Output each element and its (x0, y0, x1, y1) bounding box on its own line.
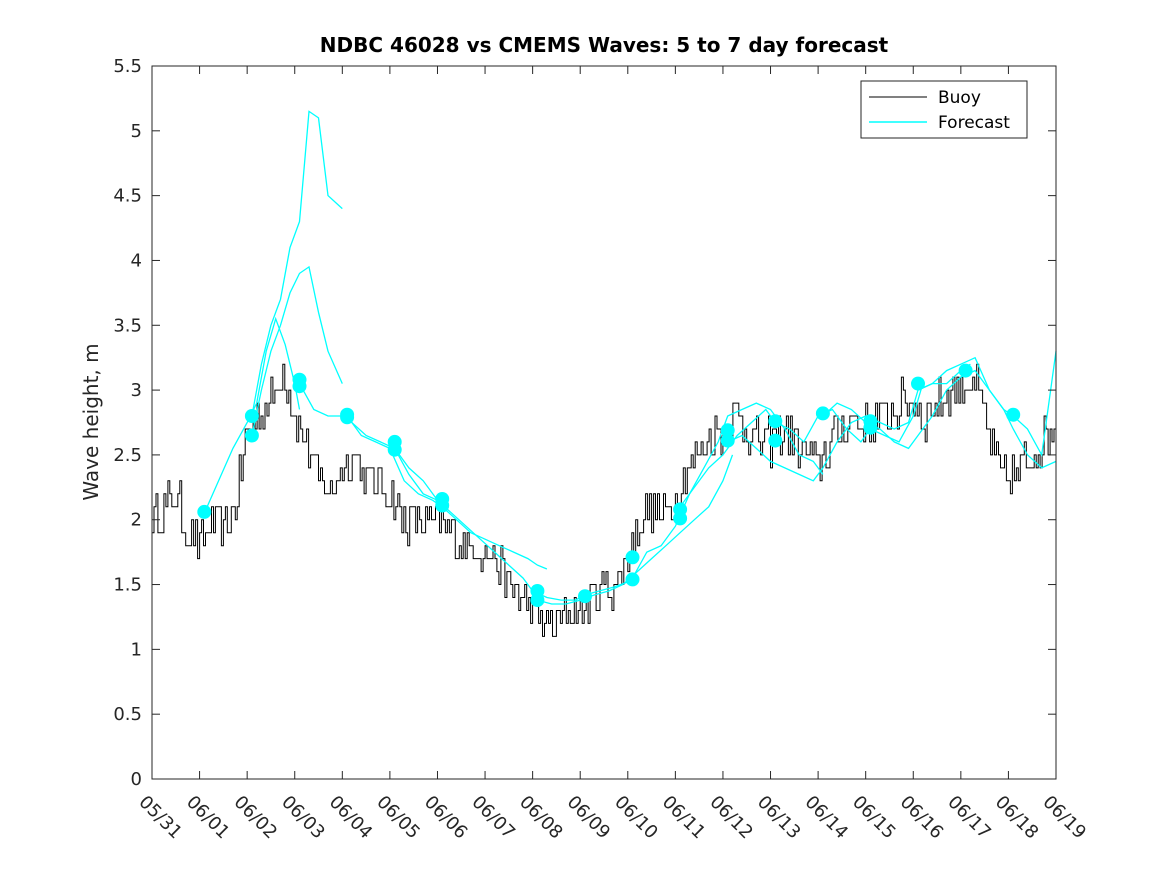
plot-area (152, 66, 1056, 779)
forecast-marker (244, 428, 259, 443)
forecast-run-line (679, 383, 924, 508)
forecast-run-line (298, 383, 439, 501)
forecast-run-line (346, 415, 548, 570)
forecast-run-line (822, 369, 1057, 469)
legend: Buoy Forecast (860, 80, 1028, 139)
forecast-marker (435, 498, 450, 513)
buoy-line (152, 363, 1056, 637)
forecast-marker (340, 410, 355, 425)
forecast-run-line (631, 402, 824, 579)
legend-box (860, 80, 1028, 139)
y-tick-label: 4 (131, 250, 142, 271)
forecast-run-line (917, 351, 1057, 457)
forecast-marker (720, 423, 735, 438)
forecast-marker (292, 379, 307, 394)
marker-layer (197, 363, 1021, 608)
forecast-marker (387, 442, 402, 457)
forecast-marker (1006, 407, 1021, 422)
y-tick-label: 3 (131, 380, 142, 401)
y-tick-label: 0.5 (113, 704, 142, 725)
forecast-marker (863, 420, 878, 435)
y-tick-label: 5 (131, 121, 142, 142)
y-tick-label: 2.5 (113, 445, 142, 466)
forecast-marker (625, 550, 640, 565)
forecast-run-line (537, 454, 734, 605)
forecast-marker (768, 433, 783, 448)
chart-title: NDBC 46028 vs CMEMS Waves: 5 to 7 day fo… (320, 33, 889, 57)
y-tick-label: 0 (131, 769, 142, 790)
forecast-run-line (251, 110, 343, 417)
forecast-marker (911, 376, 925, 391)
forecast-run-line (203, 316, 301, 514)
y-tick-label: 2 (131, 510, 142, 531)
series-layer (152, 110, 1057, 637)
y-tick-label: 5.5 (113, 56, 142, 77)
legend-forecast-label: Forecast (938, 113, 1010, 133)
forecast-marker (625, 572, 640, 587)
forecast-marker (768, 414, 783, 429)
y-tick-label: 4.5 (113, 186, 142, 207)
y-axis-label: Wave height, m (79, 343, 103, 500)
forecast-marker (815, 406, 830, 421)
axes-box (151, 65, 1057, 780)
y-tick-label: 1 (131, 639, 142, 660)
forecast-marker (197, 504, 212, 519)
forecast-marker (244, 409, 259, 423)
y-tick-label: 3.5 (113, 315, 142, 336)
legend-buoy-label: Buoy (938, 88, 981, 108)
y-tick-label: 1.5 (113, 575, 142, 596)
forecast-run-line (251, 265, 343, 436)
forecast-marker (958, 363, 973, 378)
forecast-marker (578, 589, 592, 604)
forecast-marker (673, 511, 688, 526)
forecast-marker (720, 433, 735, 448)
forecast-marker (530, 593, 545, 608)
